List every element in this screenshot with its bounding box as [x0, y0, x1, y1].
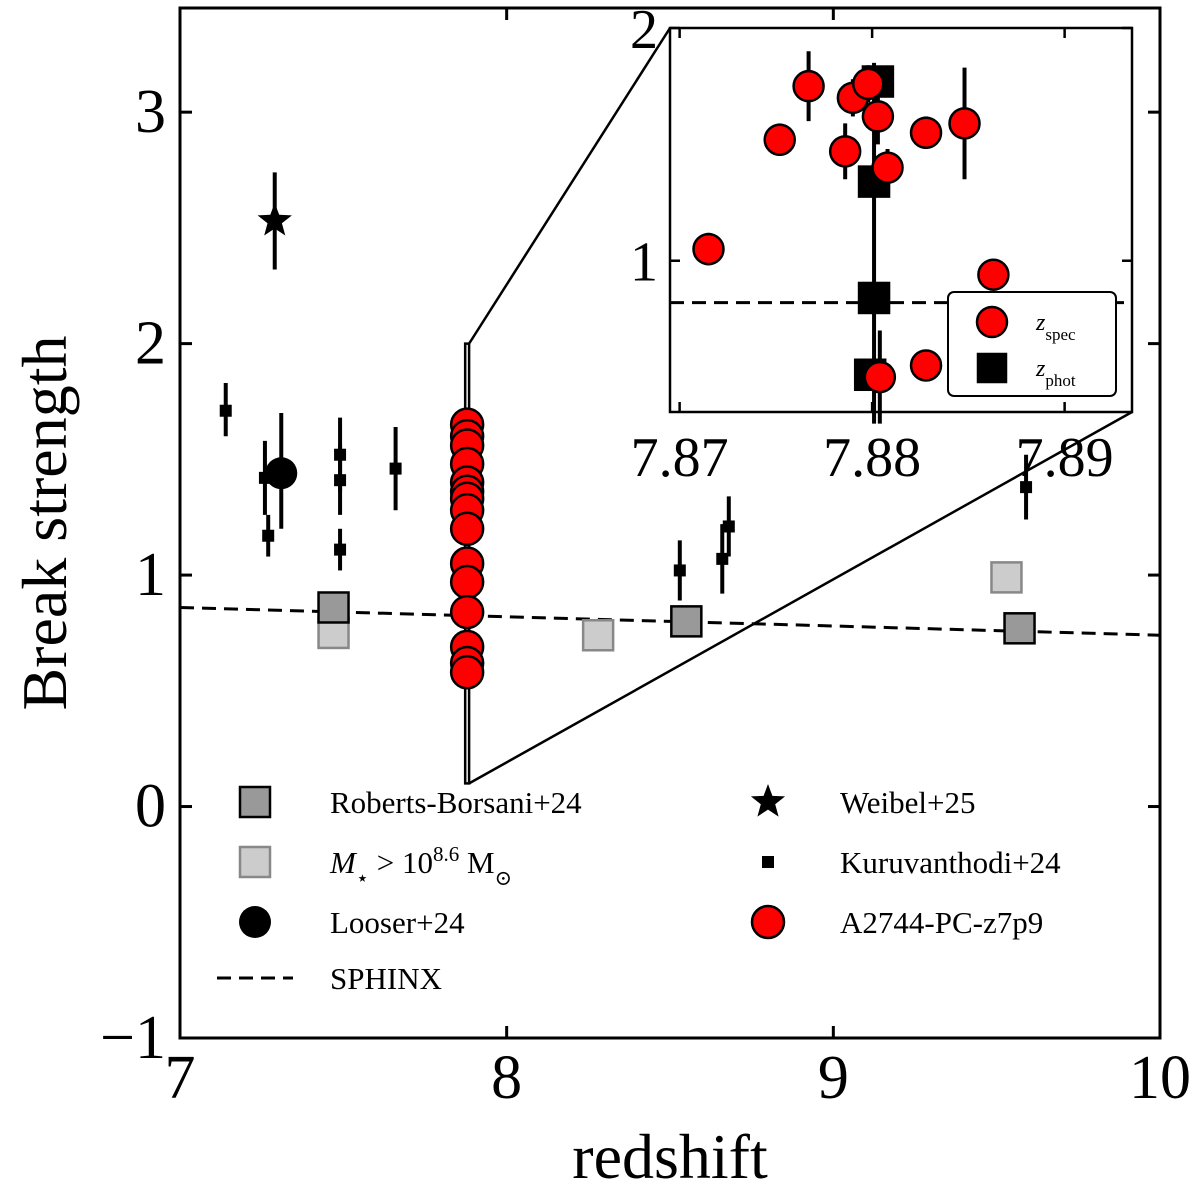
kuruvanthodi-point [262, 529, 275, 542]
legend-marker-looser [239, 906, 271, 938]
a2744-point [449, 594, 485, 630]
kuruvanthodi-point [673, 564, 686, 577]
inset-zspec-point [861, 100, 895, 133]
inset-zspec-point [948, 107, 981, 140]
inset-zspec-point [909, 116, 943, 149]
zoom-connector-top [468, 27, 672, 345]
kuruvanthodi-point [219, 404, 232, 417]
kuruvanthodi-point [334, 543, 347, 556]
legend-marker-roberts-borsani [238, 785, 272, 819]
x-tick-label: 8 [491, 1044, 522, 1112]
roberts-borsani-point [1003, 612, 1036, 645]
zoom-connector-bottom [468, 410, 1133, 785]
x-tick-label: 10 [1129, 1044, 1191, 1112]
inset-legend-marker-zphot [976, 352, 1008, 384]
kuruvanthodi-point [716, 552, 729, 565]
inset-x-tick-label: 7.89 [1016, 427, 1114, 489]
roberts-borsani-point [670, 605, 703, 638]
kuruvanthodi-point [334, 474, 347, 487]
inset-legend-label-zphot: zphot [1035, 356, 1076, 390]
x-tick-label: 9 [818, 1044, 849, 1112]
kuruvanthodi-point [722, 520, 735, 533]
legend-label: Roberts-Borsani+24 [330, 785, 582, 820]
x-tick-label: 7 [165, 1044, 196, 1112]
inset-zspec-point [909, 349, 943, 382]
plot-frame [178, 6, 1162, 1040]
kuruvanthodi-point [1020, 481, 1033, 494]
inset-y-tick-label: 2 [630, 0, 658, 61]
legend-label: Weibel+25 [840, 785, 976, 820]
weibel-point [257, 202, 292, 236]
inset-zspec-point [871, 151, 904, 184]
a2744-point [449, 564, 485, 600]
inset-y-tick-label: 1 [630, 232, 658, 294]
legend-label: SPHINX [330, 961, 442, 996]
looser-point [265, 457, 298, 490]
y-tick-label: 0 [135, 773, 166, 841]
inset-zspec-point [977, 258, 1010, 291]
a2744-point [449, 511, 485, 547]
mstar-point [990, 561, 1023, 594]
mstar-point [581, 619, 615, 652]
a2744-point [449, 655, 485, 690]
inset-zspec-point [692, 232, 725, 266]
inset-zspec-point [863, 360, 897, 394]
inset-zspec-point [828, 135, 862, 168]
inset-legend-box [947, 291, 1117, 397]
legend-marker-kuruvanthodi [762, 856, 774, 868]
y-tick-label: 3 [135, 78, 166, 146]
legend-label: A2744-PC-z7p9 [840, 905, 1043, 940]
legend-label: Looser+24 [330, 905, 465, 940]
y-tick-label: 1 [135, 541, 166, 609]
x-axis-title: redshift [572, 1121, 768, 1188]
legend-label: Kuruvanthodi+24 [840, 845, 1061, 880]
y-tick-label: 2 [135, 310, 166, 378]
inset-x-tick-label: 7.88 [823, 427, 921, 489]
inset-zspec-point [763, 123, 796, 156]
inset-panel: 7.87 7.88 7.89 1 2 zspec zphot [630, 0, 1134, 489]
kuruvanthodi-point [389, 462, 402, 475]
inset-legend-marker-zspec [975, 305, 1009, 339]
y-axis-title: Break strength [9, 336, 80, 711]
legend-label-mstar: M⋆ > 108.6 M⊙ [329, 842, 512, 890]
inset-zspec-point [792, 69, 825, 103]
roberts-borsani-point [317, 591, 350, 624]
inset-zphot-point [857, 281, 891, 315]
inset-zspec-point [852, 67, 885, 101]
legend-marker-weibel [750, 784, 786, 817]
y-tick-label: −1 [100, 1004, 166, 1072]
legend-marker-a2744 [750, 904, 786, 940]
inset-legend-label-zspec: zspec [1035, 310, 1076, 344]
inset-x-tick-label: 7.87 [631, 427, 729, 489]
legend-marker-mstar [238, 845, 272, 879]
